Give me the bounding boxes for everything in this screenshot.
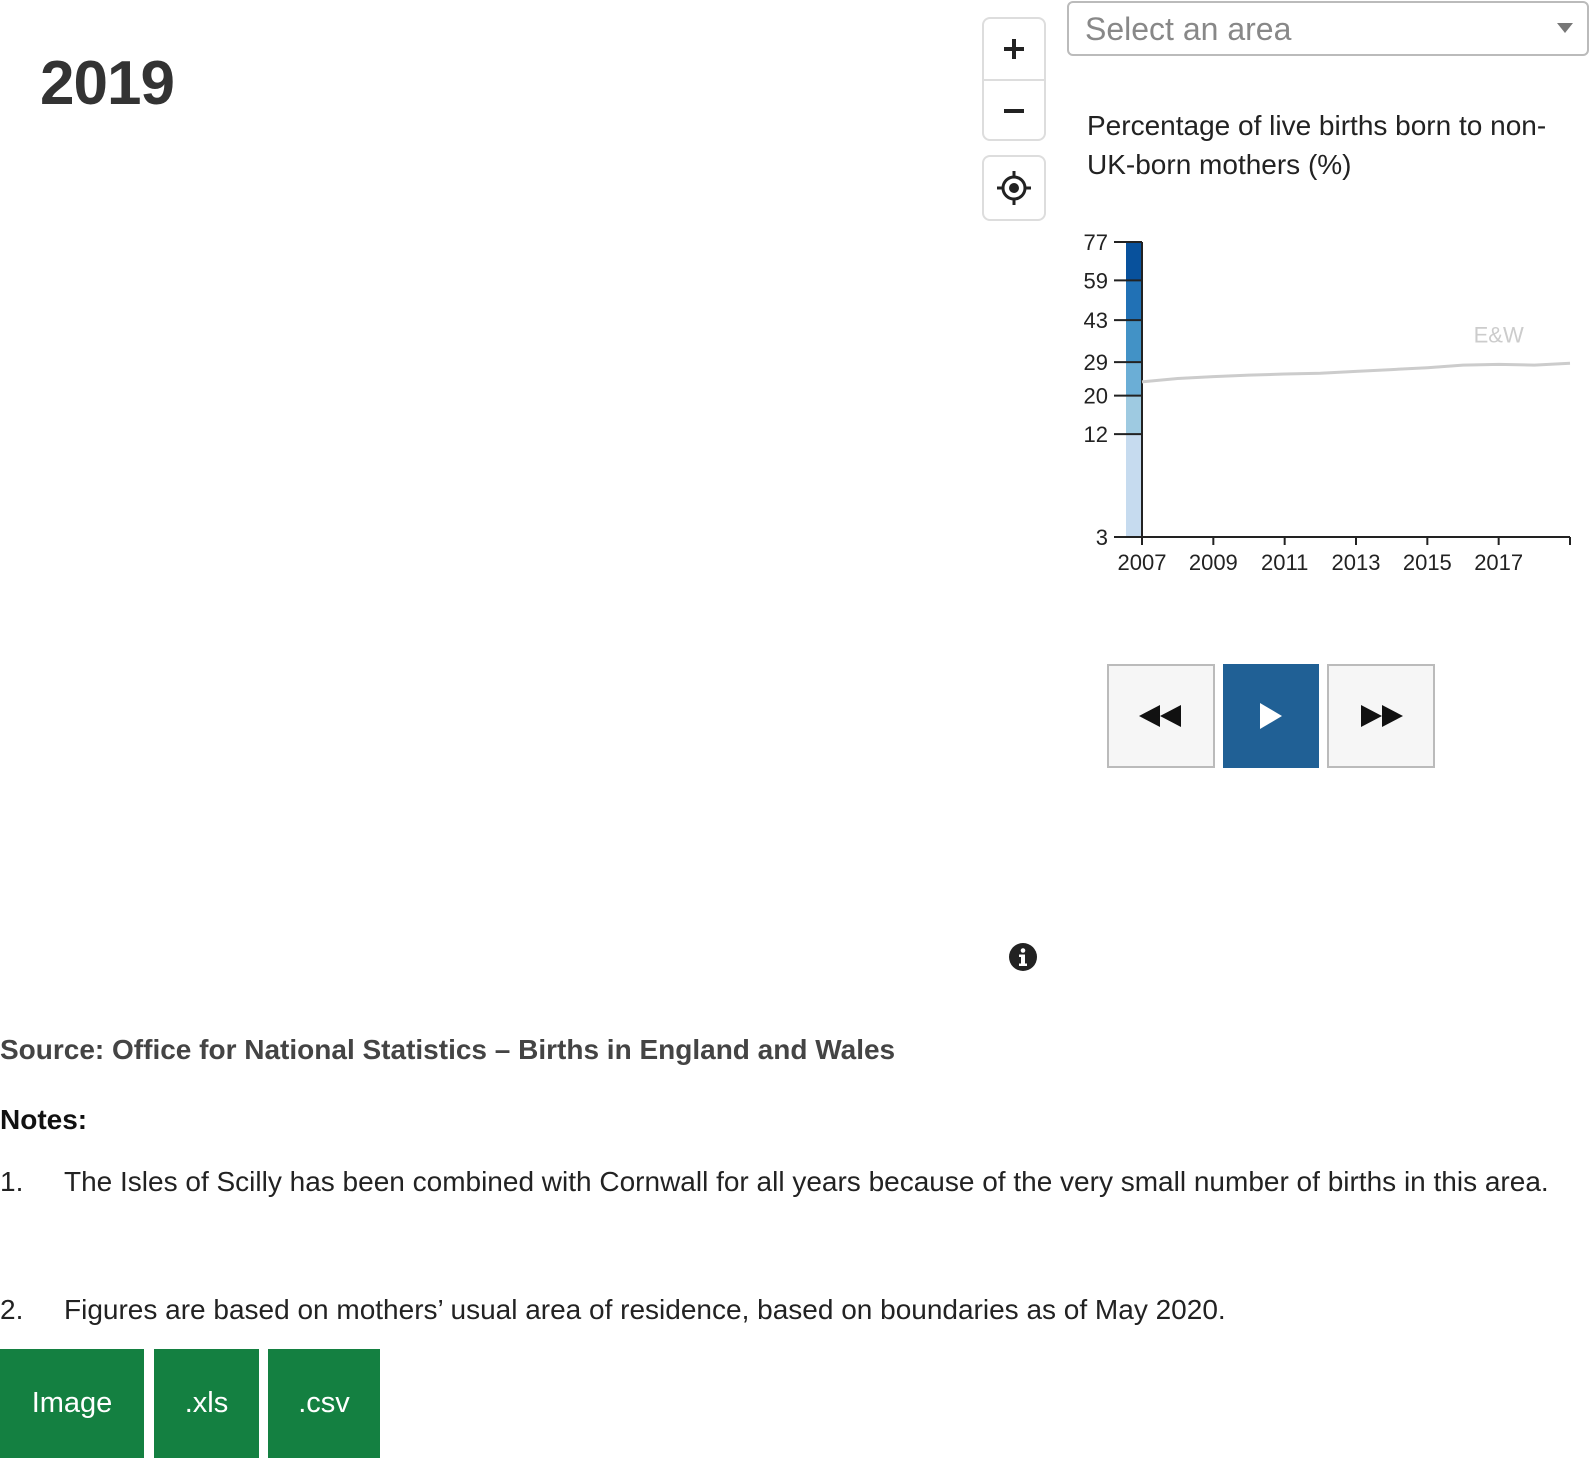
legend-swatch bbox=[1126, 320, 1142, 363]
chart-heading: Percentage of live births born to non-UK… bbox=[1087, 110, 1547, 180]
zoom-controls bbox=[982, 17, 1046, 141]
chevron-down-icon bbox=[1557, 23, 1573, 33]
zoom-out-button[interactable] bbox=[984, 81, 1044, 141]
y-tick-label: 29 bbox=[1084, 350, 1108, 375]
area-select[interactable]: Select an area bbox=[1067, 1, 1589, 56]
fast-forward-button[interactable] bbox=[1327, 664, 1435, 768]
y-tick-label: 43 bbox=[1084, 308, 1108, 333]
legend-swatch bbox=[1126, 362, 1142, 396]
download-xls-button[interactable]: .xls bbox=[154, 1349, 259, 1458]
legend-swatch bbox=[1126, 280, 1142, 321]
download-image-button[interactable]: Image bbox=[0, 1349, 144, 1458]
info-icon[interactable] bbox=[1008, 942, 1038, 972]
zoom-in-button[interactable] bbox=[984, 19, 1044, 81]
rewind-icon bbox=[1139, 705, 1181, 727]
note-text: The Isles of Scilly has been combined wi… bbox=[64, 1166, 1549, 1197]
series-label: E&W bbox=[1474, 322, 1524, 347]
x-tick-label: 2017 bbox=[1474, 550, 1523, 575]
download-csv-button[interactable]: .csv bbox=[268, 1349, 380, 1458]
note-number: 2. bbox=[0, 1294, 24, 1325]
source-text: Source: Office for National Statistics –… bbox=[0, 1034, 896, 1065]
x-tick-label: 2011 bbox=[1261, 550, 1308, 575]
legend-chart: 3 12 20 29 43 59 77 2007 2009 2011 2013 2015 2017 E&W bbox=[1084, 230, 1571, 575]
x-tick-label: 2013 bbox=[1332, 550, 1381, 575]
note-text: Figures are based on mothers’ usual area… bbox=[64, 1294, 1226, 1325]
series-line bbox=[1141, 361, 1571, 384]
x-tick-label: 2015 bbox=[1403, 550, 1452, 575]
locate-button[interactable] bbox=[982, 155, 1046, 221]
rewind-button[interactable] bbox=[1107, 664, 1215, 768]
year-title: 2019 bbox=[40, 49, 175, 118]
y-tick-label: 20 bbox=[1084, 384, 1108, 409]
minus-icon bbox=[1004, 109, 1024, 113]
note-number: 1. bbox=[0, 1166, 24, 1197]
plus-icon bbox=[1004, 39, 1024, 59]
play-button[interactable] bbox=[1223, 664, 1319, 768]
legend-swatch bbox=[1126, 434, 1142, 537]
crosshair-icon bbox=[997, 171, 1031, 205]
x-tick-label: 2007 bbox=[1118, 550, 1167, 575]
play-icon bbox=[1260, 703, 1282, 729]
legend-swatch bbox=[1126, 395, 1142, 435]
y-tick-label: 3 bbox=[1096, 525, 1108, 550]
fast-forward-icon bbox=[1361, 705, 1403, 727]
y-tick-label: 59 bbox=[1084, 268, 1108, 293]
legend-swatch bbox=[1126, 242, 1142, 281]
area-select-placeholder: Select an area bbox=[1085, 11, 1292, 47]
notes-title: Notes: bbox=[0, 1104, 88, 1135]
y-tick-label: 12 bbox=[1084, 422, 1108, 447]
y-tick-label: 77 bbox=[1084, 230, 1108, 255]
x-tick-label: 2009 bbox=[1189, 550, 1238, 575]
